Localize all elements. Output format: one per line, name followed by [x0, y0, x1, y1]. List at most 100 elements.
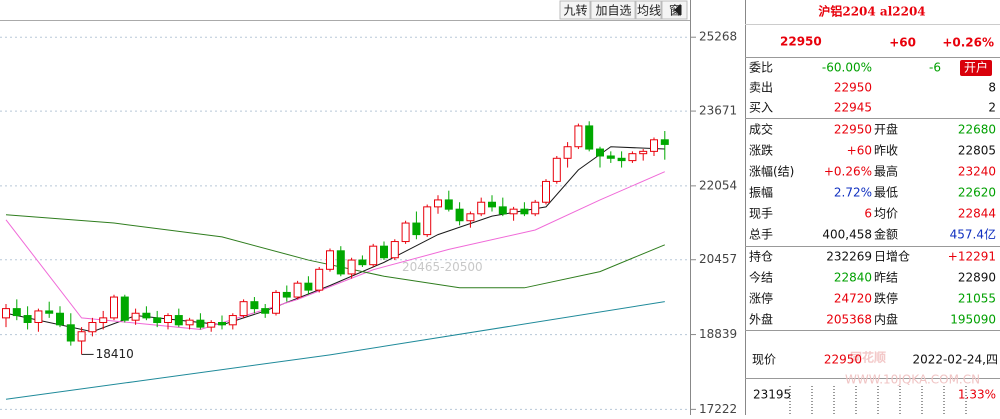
row-value: 23240 [958, 165, 996, 179]
row-value: 22950 [834, 123, 872, 137]
row-value: 22945 [834, 101, 872, 115]
candle-body [207, 321, 216, 328]
row-label: 跌停 [874, 291, 898, 306]
candle-body [617, 157, 626, 162]
change: +60 [889, 36, 916, 50]
candle-body [639, 150, 648, 155]
candle-body [23, 315, 32, 323]
row-value: 2.72% [834, 186, 872, 200]
toolbar-label[interactable]: 九转 [563, 3, 587, 18]
row-value: 22680 [958, 123, 996, 137]
mini-high: 23195 [753, 388, 791, 402]
toolbar-label[interactable]: 加自选 [595, 4, 631, 18]
candle-body [358, 259, 367, 266]
row-value: 22844 [958, 207, 996, 221]
row-label: 涨跌 [749, 143, 773, 158]
candle-body [239, 301, 248, 317]
candle-body [120, 296, 129, 321]
row-value: 2022-02-24,四 [912, 353, 998, 367]
candle-body [650, 139, 658, 152]
candle-body [12, 308, 21, 317]
row-label: 最高 [874, 164, 898, 179]
row-label: 涨停 [749, 291, 773, 306]
candle-body [228, 315, 237, 326]
candle-body [34, 310, 43, 323]
candle-body [45, 310, 54, 314]
annotation: 18410 [96, 347, 134, 361]
row-value: 21055 [958, 292, 996, 306]
moving-average [5, 171, 665, 330]
candle-body [282, 291, 291, 298]
open-account-label[interactable]: 开户 [964, 60, 988, 75]
row-value: 22890 [958, 271, 996, 285]
row-value: 2 [988, 101, 996, 115]
candle-body [477, 201, 486, 215]
candle-body [628, 153, 637, 162]
candle-body [390, 241, 399, 259]
candle-body [142, 312, 151, 319]
candle-body [110, 296, 118, 319]
moving-average [5, 301, 665, 400]
y-tick-label: 17222 [699, 402, 737, 415]
row-value: 205368 [826, 313, 872, 327]
candle-body [574, 125, 583, 148]
candle-body [606, 155, 615, 159]
y-tick-label: 23671 [699, 104, 737, 118]
candle-body [250, 301, 259, 310]
candle-body [315, 268, 324, 291]
row-label: 最低 [874, 186, 898, 200]
candle-body [88, 321, 97, 333]
row-label: 内盘 [874, 312, 898, 327]
row-label: 委比 [749, 61, 773, 75]
toolbar-label[interactable]: 均线 [637, 4, 661, 18]
candle-body [196, 319, 205, 328]
candle-body [174, 315, 183, 326]
candle-body [218, 321, 226, 326]
row-value: 232269 [826, 250, 872, 264]
candle-body [552, 157, 561, 182]
row-value: 22805 [958, 144, 996, 158]
row-label: 开盘 [874, 122, 898, 137]
candle-body [347, 259, 356, 275]
candle-body [261, 308, 270, 314]
candle-body [585, 125, 594, 150]
candle-body [401, 222, 410, 243]
y-tick-label: 20457 [699, 252, 737, 266]
row-value: 400,458 [822, 228, 872, 242]
row-value: 6 [864, 207, 872, 221]
row-value: 22950 [824, 353, 862, 367]
candle-body [444, 199, 453, 210]
candle-body [99, 317, 108, 323]
watermark-site: WWW.10JQKA.COM.CN [845, 373, 980, 387]
toolbar-button[interactable] [590, 0, 636, 20]
candle-body [563, 146, 572, 159]
candle-body [520, 208, 529, 215]
candle-body [596, 148, 604, 157]
candle-body [498, 206, 507, 215]
row-value: 8 [988, 81, 996, 95]
panel-title: 沪铝2204 al2204 [818, 4, 925, 19]
row-value: 195090 [950, 313, 996, 327]
toolbar-button[interactable] [559, 0, 591, 20]
y-tick-label: 18839 [699, 327, 737, 341]
watermark: 同花顺 [850, 350, 886, 365]
y-tick-label: 22054 [699, 178, 737, 192]
candle-body [542, 180, 550, 203]
candle-body [185, 319, 194, 326]
row-label: 昨结 [874, 271, 898, 285]
candle-body [326, 250, 334, 270]
open-account-button[interactable] [960, 60, 992, 76]
row-label: 现价 [752, 353, 776, 367]
candle-body [455, 208, 464, 222]
row-label: 昨收 [874, 144, 898, 158]
row-value: +0.26% [824, 165, 872, 179]
row-value: 457.4亿 [950, 227, 996, 242]
row-label: 现手 [749, 207, 773, 221]
toolbar-arrow[interactable] [674, 3, 682, 17]
price: 22950 [780, 35, 822, 49]
toolbar-button[interactable] [635, 0, 662, 20]
row-label: 均价 [874, 207, 898, 221]
candle-body [660, 139, 669, 145]
candle-body [153, 317, 162, 323]
